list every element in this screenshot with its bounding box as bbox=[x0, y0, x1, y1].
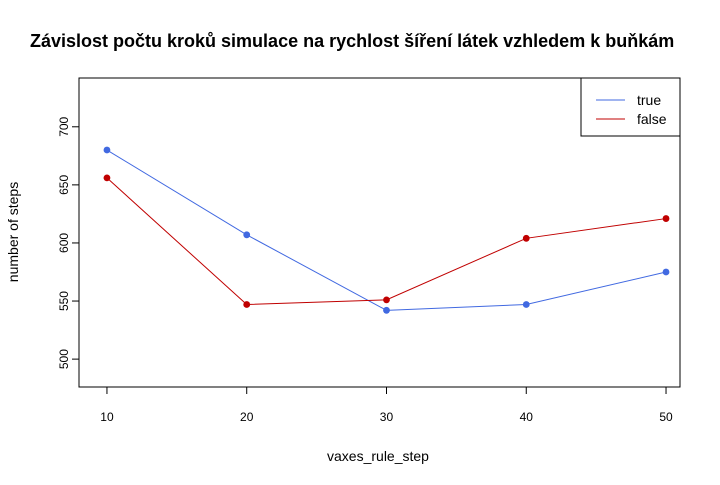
x-tick-label: 30 bbox=[380, 410, 394, 424]
x-axis-label: vaxes_rule_step bbox=[327, 448, 429, 464]
series-line-false bbox=[106, 177, 667, 306]
data-point bbox=[103, 174, 111, 182]
y-tick-label: 700 bbox=[57, 116, 71, 136]
data-point bbox=[522, 301, 530, 308]
y-tick-label: 600 bbox=[57, 233, 71, 253]
data-point bbox=[383, 306, 390, 314]
x-tick-label: 20 bbox=[240, 410, 254, 424]
x-tick-label: 50 bbox=[659, 410, 673, 424]
x-tick-label: 10 bbox=[100, 410, 114, 424]
legend: true false bbox=[580, 77, 681, 137]
legend-label: false bbox=[637, 111, 667, 127]
data-point bbox=[243, 231, 251, 239]
y-tick-label: 550 bbox=[57, 291, 71, 311]
chart-title: Závislost počtu kroků simulace na rychlo… bbox=[30, 31, 674, 51]
data-point bbox=[522, 234, 530, 242]
y-tick-label: 500 bbox=[57, 349, 71, 369]
y-axis-label: number of steps bbox=[5, 182, 21, 282]
x-axis: 10 20 30 40 50 bbox=[100, 386, 673, 424]
legend-box bbox=[580, 77, 681, 137]
data-point bbox=[662, 268, 670, 276]
legend-label: true bbox=[637, 92, 661, 108]
y-tick-label: 650 bbox=[57, 175, 71, 195]
series-true bbox=[103, 146, 670, 314]
data-point bbox=[103, 146, 111, 154]
series-layer bbox=[103, 146, 670, 314]
y-axis: 500 550 600 650 700 bbox=[57, 116, 80, 369]
series-false bbox=[103, 174, 670, 308]
data-point bbox=[243, 301, 251, 308]
x-tick-label: 40 bbox=[520, 410, 534, 424]
data-point bbox=[383, 296, 390, 304]
legend-item-false: false bbox=[596, 111, 667, 127]
data-point bbox=[662, 215, 670, 222]
legend-item-true: true bbox=[596, 92, 661, 108]
